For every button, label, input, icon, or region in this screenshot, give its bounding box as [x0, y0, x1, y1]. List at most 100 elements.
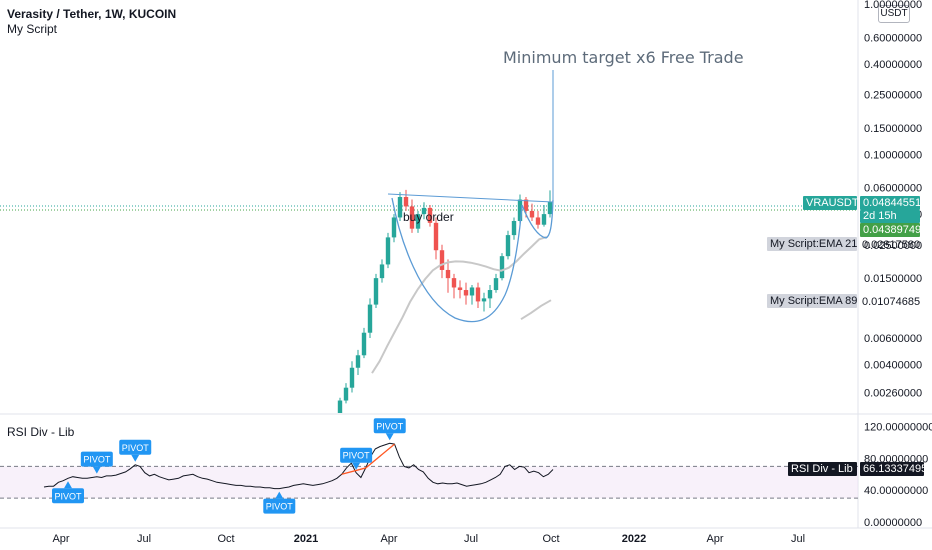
pivot-label: PIVOT — [55, 491, 83, 501]
price-badge-bg — [860, 196, 920, 210]
candle-body — [481, 298, 487, 302]
candle-body — [511, 220, 517, 236]
currency-button[interactable]: USDT — [878, 5, 910, 23]
ema21-value: 0.02817580 — [862, 239, 920, 251]
pivot-pointer — [64, 481, 73, 489]
candle-body — [337, 400, 343, 413]
ema89-line — [520, 299, 552, 321]
rsi-band — [0, 466, 858, 499]
candle-body — [403, 196, 409, 207]
candle-body — [535, 217, 541, 225]
time-tick-label: Jul — [791, 533, 805, 545]
candle-body — [523, 199, 529, 211]
candle-body — [541, 214, 547, 225]
pivot-marker — [373, 418, 406, 434]
candle-body — [505, 235, 511, 257]
candle-body — [349, 367, 355, 388]
rsi-tick-label: 40.00000000 — [864, 485, 928, 497]
symbol-badge: VRAUSDT — [806, 197, 859, 209]
price-tick-label: 1.00000000 — [864, 0, 922, 11]
rsi-tick-label: 120.00000000 — [864, 422, 932, 434]
rsi-line — [43, 442, 554, 490]
candle-body — [361, 332, 367, 356]
pivot-pointer — [275, 491, 284, 499]
indicator-title: My Script — [7, 22, 58, 36]
candle-body — [433, 222, 439, 251]
candle-body — [343, 387, 349, 401]
ema21-label-badge: My Script:EMA 21 — [770, 238, 857, 250]
candle-body — [451, 278, 457, 288]
candle-body — [493, 278, 499, 291]
rsi-pane-title: RSI Div - Lib — [7, 425, 75, 439]
candle-body — [463, 290, 469, 296]
rsi-divergence-line — [365, 443, 395, 469]
rsi-divergence-line — [341, 467, 366, 475]
pivot-pointer — [385, 433, 394, 441]
ema89-label-badge-bg — [767, 294, 857, 308]
candle-body — [529, 210, 535, 218]
candle-body — [445, 269, 451, 279]
candle-body — [457, 287, 463, 291]
countdown-badge: 2d 15h — [863, 210, 897, 222]
price-tick-label: 0.10000000 — [864, 149, 922, 161]
pivot-label: PIVOT — [376, 421, 404, 431]
handle-curve — [521, 199, 554, 239]
price-tick-label: 0.00400000 — [864, 359, 922, 371]
candle-body — [469, 287, 475, 296]
pivot-pointer — [92, 466, 101, 474]
pivot-marker — [52, 488, 85, 504]
candle-body — [439, 250, 445, 270]
rsi-tick-label: 0.00000000 — [864, 517, 922, 529]
ema89-value: 0.01074685 — [862, 296, 920, 308]
time-tick-label: Jul — [464, 533, 478, 545]
candle-body — [421, 207, 427, 215]
candle-body — [385, 237, 391, 265]
pivot-marker — [80, 451, 113, 467]
time-tick-label: Apr — [706, 533, 723, 545]
cup-curve — [391, 197, 523, 323]
countdown-badge-bg — [860, 210, 920, 223]
candle-body — [379, 264, 385, 279]
time-tick-label: 2022 — [622, 533, 646, 545]
candle-body — [409, 206, 415, 229]
pivot-marker — [340, 447, 373, 463]
price-tick-label: 0.60000000 — [864, 32, 922, 44]
buy-order-annotation: buy order — [403, 210, 454, 224]
price-badge: 0.04844551 — [863, 197, 921, 209]
ema89-label-badge: My Script:EMA 89 — [770, 295, 857, 307]
candle-body — [355, 355, 361, 368]
rsi-label-badge: RSI Div - Lib — [791, 463, 853, 475]
candle-body — [487, 290, 493, 299]
pivot-marker — [263, 498, 296, 514]
price-tick-label: 0.00600000 — [864, 333, 922, 345]
pivot-label: PIVOT — [266, 502, 294, 512]
pivot-pointer — [352, 462, 361, 470]
candle-body — [367, 304, 373, 333]
low-price-badge: 0.04389749 — [863, 224, 921, 236]
pivot-label: PIVOT — [83, 455, 111, 465]
time-tick-label: Apr — [52, 533, 69, 545]
price-tick-label: 0.25000000 — [864, 89, 922, 101]
time-tick-label: Oct — [542, 533, 559, 545]
rsi-value-badge-bg — [860, 462, 924, 476]
resistance-trendline — [387, 193, 554, 203]
price-tick-label: 0.00260000 — [864, 388, 922, 400]
candle-body — [517, 199, 523, 221]
price-tick-label: 0.15000000 — [864, 123, 922, 135]
time-tick-label: Jul — [137, 533, 151, 545]
candle-body — [397, 196, 403, 218]
price-tick-label: 0.06000000 — [864, 183, 922, 195]
candle-body — [475, 287, 481, 302]
pivot-label: PIVOT — [343, 451, 371, 461]
time-tick-label: Oct — [217, 533, 234, 545]
price-tick-label: 0.01500000 — [864, 273, 922, 285]
candle-body — [427, 207, 433, 223]
candle-body — [373, 278, 379, 305]
pivot-label: PIVOT — [122, 443, 150, 453]
pivot-pointer — [131, 454, 140, 462]
pivot-marker — [119, 439, 152, 455]
candle-body — [547, 201, 553, 215]
ema21-label-badge-bg — [767, 237, 857, 251]
ema21-line — [371, 235, 548, 374]
